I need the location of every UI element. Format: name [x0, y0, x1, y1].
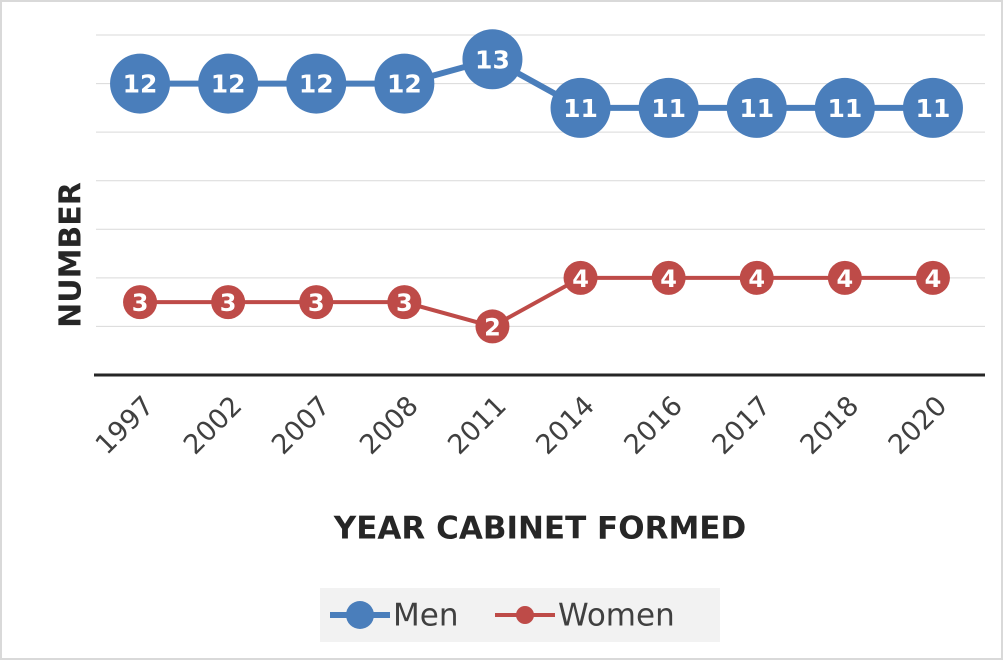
marker	[651, 260, 686, 295]
data-label: 3	[396, 289, 413, 317]
data-label: 4	[925, 265, 942, 293]
data-label: 4	[836, 265, 853, 293]
data-label: 11	[827, 94, 862, 123]
marker	[387, 285, 422, 320]
marker	[374, 53, 435, 114]
data-label: 4	[660, 265, 677, 293]
marker	[211, 285, 246, 320]
data-label: 2	[484, 313, 501, 341]
marker	[110, 53, 171, 114]
data-label: 3	[220, 289, 237, 317]
data-label: 11	[739, 94, 774, 123]
marker	[814, 77, 875, 138]
marker	[198, 53, 259, 114]
legend-label: Men	[393, 598, 458, 634]
legend-marker	[516, 606, 534, 624]
x-axis-title: YEAR CABINET FORMED	[333, 511, 746, 547]
data-label: 11	[916, 94, 951, 123]
marker	[462, 29, 523, 90]
marker	[475, 309, 510, 344]
data-label: 3	[132, 289, 149, 317]
marker	[550, 77, 611, 138]
data-label: 3	[308, 289, 325, 317]
series-line	[140, 275, 933, 329]
marker	[563, 260, 598, 295]
marker	[827, 260, 862, 295]
marker	[739, 260, 774, 295]
legend-marker	[346, 601, 374, 629]
data-label: 12	[123, 70, 158, 99]
marker	[299, 285, 334, 320]
data-label: 4	[572, 265, 589, 293]
data-label: 4	[748, 265, 765, 293]
y-axis-title: NUMBER	[54, 182, 89, 328]
legend-label: Women	[558, 598, 675, 634]
data-label: 12	[387, 70, 422, 99]
data-label: 12	[211, 70, 246, 99]
marker	[902, 77, 963, 138]
data-label: 12	[299, 70, 334, 99]
data-label: 11	[651, 94, 686, 123]
marker	[726, 77, 787, 138]
marker	[286, 53, 347, 114]
data-label: 11	[563, 94, 598, 123]
marker	[638, 77, 699, 138]
marker	[123, 285, 158, 320]
series-line	[140, 56, 933, 111]
data-label: 13	[475, 45, 510, 74]
marker	[915, 260, 950, 295]
